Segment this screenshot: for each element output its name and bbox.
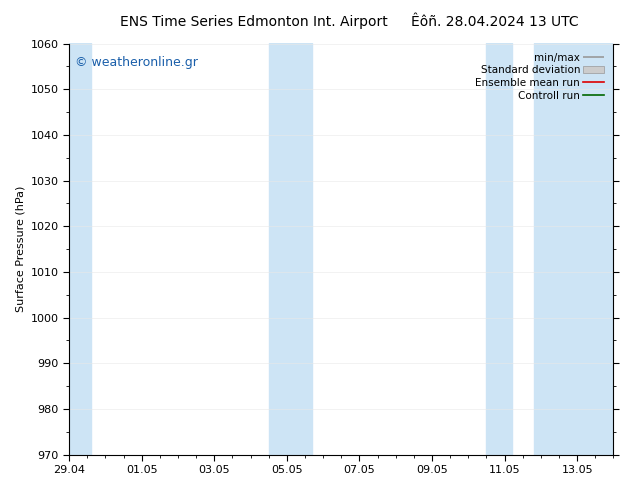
Bar bbox=[287, 44, 312, 455]
Bar bbox=[534, 44, 617, 455]
Bar bbox=[269, 44, 287, 455]
Y-axis label: Surface Pressure (hPa): Surface Pressure (hPa) bbox=[15, 186, 25, 312]
Text: Êôñ. 28.04.2024 13 UTC: Êôñ. 28.04.2024 13 UTC bbox=[411, 15, 578, 29]
Legend: min/max, Standard deviation, Ensemble mean run, Controll run: min/max, Standard deviation, Ensemble me… bbox=[471, 49, 608, 105]
Bar bbox=[65, 44, 91, 455]
Text: © weatheronline.gr: © weatheronline.gr bbox=[75, 56, 197, 69]
Bar bbox=[486, 44, 512, 455]
Text: ENS Time Series Edmonton Int. Airport: ENS Time Series Edmonton Int. Airport bbox=[120, 15, 387, 29]
